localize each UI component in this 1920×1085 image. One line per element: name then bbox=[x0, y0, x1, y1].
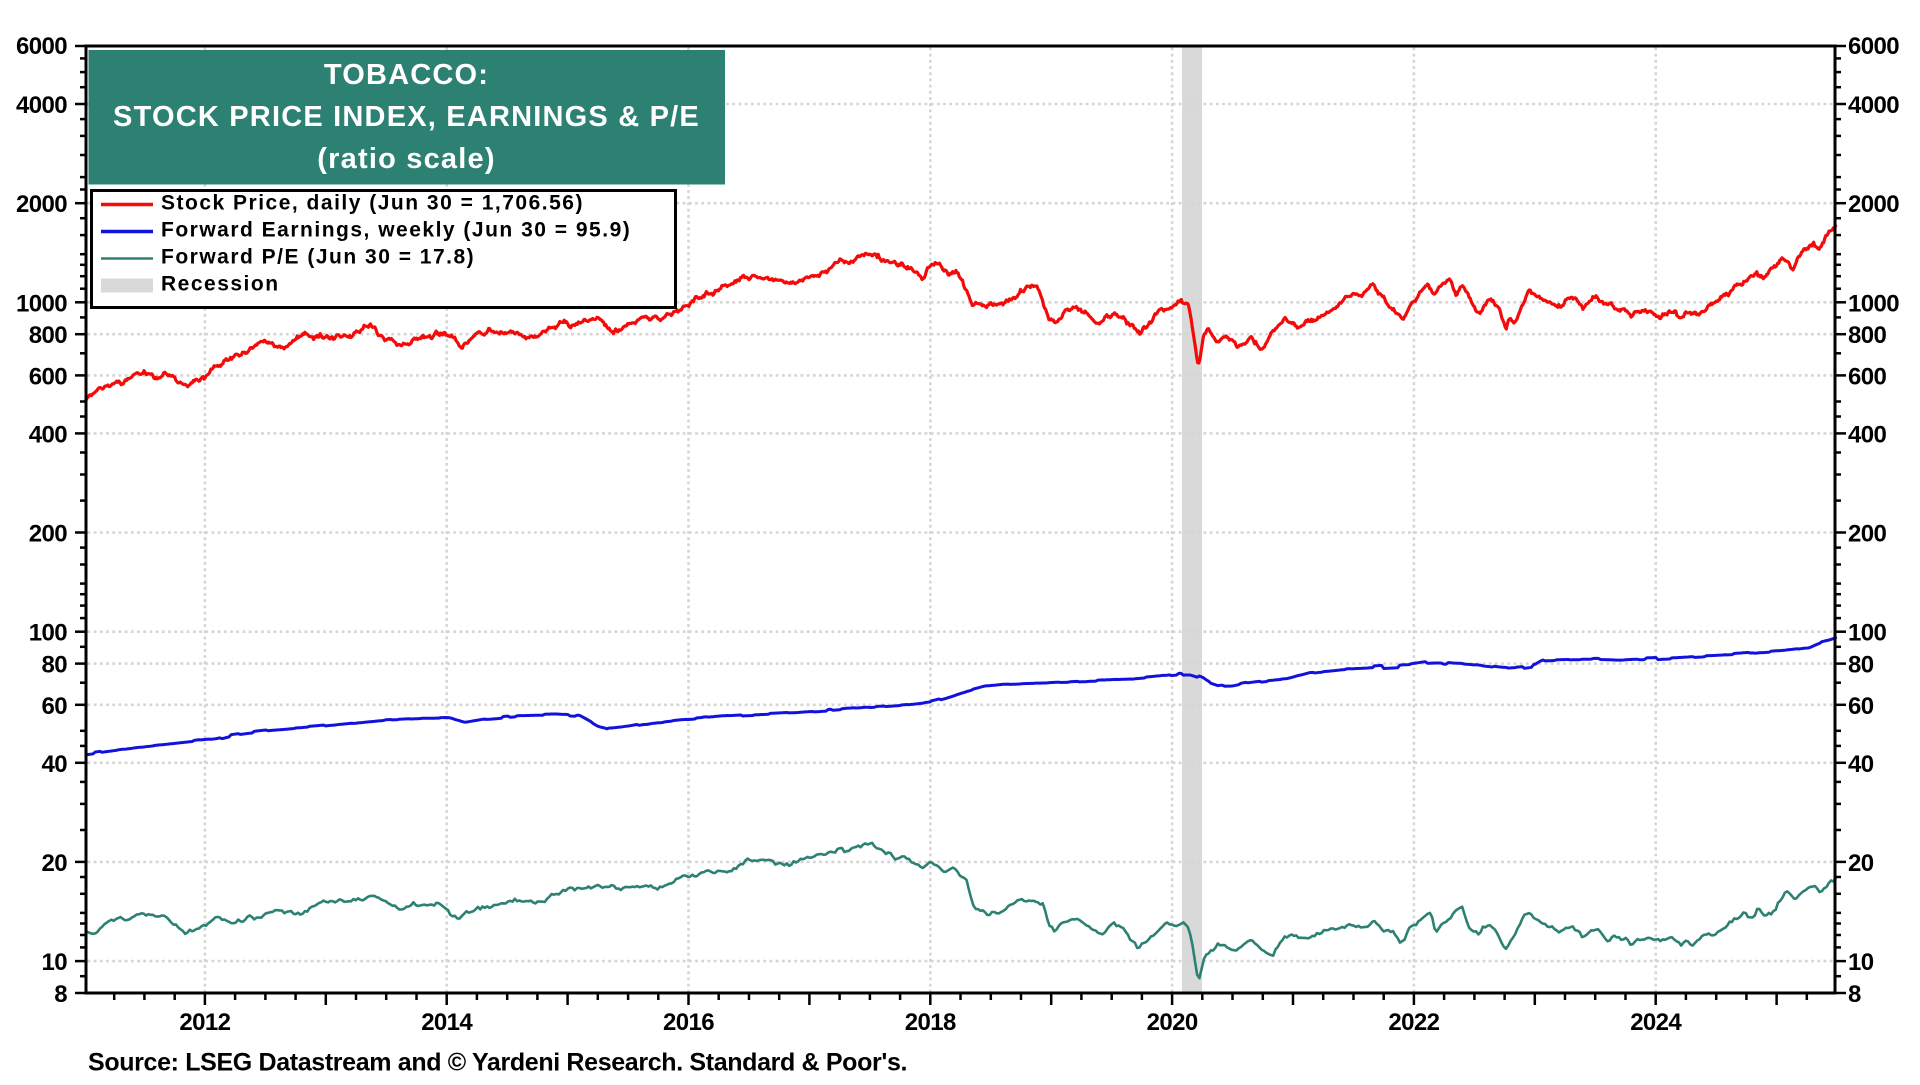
svg-text:40: 40 bbox=[42, 751, 68, 778]
svg-text:400: 400 bbox=[29, 421, 67, 448]
svg-text:2018: 2018 bbox=[905, 1009, 956, 1036]
svg-text:1000: 1000 bbox=[1848, 290, 1899, 317]
svg-text:6000: 6000 bbox=[16, 33, 67, 60]
svg-text:40: 40 bbox=[1848, 751, 1874, 778]
svg-text:10: 10 bbox=[1848, 949, 1874, 976]
svg-text:2014: 2014 bbox=[421, 1009, 473, 1036]
svg-text:1000: 1000 bbox=[16, 290, 67, 317]
svg-text:2000: 2000 bbox=[1848, 191, 1899, 218]
svg-text:800: 800 bbox=[29, 322, 67, 349]
svg-text:400: 400 bbox=[1848, 421, 1886, 448]
svg-text:800: 800 bbox=[1848, 322, 1886, 349]
svg-text:100: 100 bbox=[29, 620, 67, 647]
svg-text:200: 200 bbox=[29, 521, 67, 548]
svg-text:2022: 2022 bbox=[1388, 1009, 1439, 1036]
svg-text:600: 600 bbox=[29, 363, 67, 390]
svg-text:2000: 2000 bbox=[16, 191, 67, 218]
svg-text:2020: 2020 bbox=[1147, 1009, 1198, 1036]
svg-text:80: 80 bbox=[42, 652, 68, 679]
svg-text:Stock Price, daily (Jun 30 = 1: Stock Price, daily (Jun 30 = 1,706.56) bbox=[161, 192, 584, 215]
svg-text:4000: 4000 bbox=[16, 92, 67, 119]
svg-text:Forward P/E (Jun 30 = 17.8): Forward P/E (Jun 30 = 17.8) bbox=[161, 246, 475, 269]
svg-text:8: 8 bbox=[1848, 981, 1861, 1008]
svg-text:Source: LSEG Datastream and ©: Source: LSEG Datastream and © Yardeni Re… bbox=[88, 1049, 907, 1077]
svg-text:20: 20 bbox=[42, 850, 68, 877]
svg-text:STOCK PRICE INDEX, EARNINGS &: STOCK PRICE INDEX, EARNINGS & P/E bbox=[113, 101, 700, 133]
svg-text:10: 10 bbox=[42, 949, 68, 976]
svg-text:60: 60 bbox=[42, 693, 68, 720]
svg-text:20: 20 bbox=[1848, 850, 1874, 877]
svg-text:100: 100 bbox=[1848, 620, 1886, 647]
svg-text:2016: 2016 bbox=[663, 1009, 714, 1036]
svg-text:4000: 4000 bbox=[1848, 92, 1899, 119]
svg-text:200: 200 bbox=[1848, 521, 1886, 548]
svg-text:Forward Earnings, weekly (Jun: Forward Earnings, weekly (Jun 30 = 95.9) bbox=[161, 219, 631, 242]
svg-text:(ratio scale): (ratio scale) bbox=[317, 143, 495, 175]
svg-text:2024: 2024 bbox=[1630, 1009, 1682, 1036]
svg-text:TOBACCO:: TOBACCO: bbox=[324, 59, 489, 91]
svg-text:6000: 6000 bbox=[1848, 33, 1899, 60]
svg-text:8: 8 bbox=[54, 981, 67, 1008]
svg-text:60: 60 bbox=[1848, 693, 1874, 720]
svg-text:80: 80 bbox=[1848, 652, 1874, 679]
svg-text:2012: 2012 bbox=[179, 1009, 230, 1036]
svg-text:Recession: Recession bbox=[161, 273, 280, 296]
svg-text:600: 600 bbox=[1848, 363, 1886, 390]
